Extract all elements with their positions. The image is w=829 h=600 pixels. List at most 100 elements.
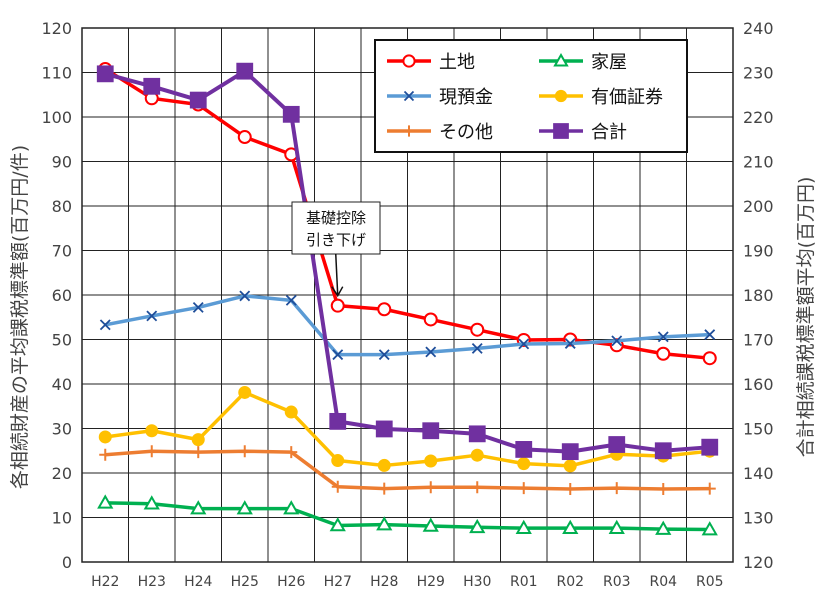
series-line xyxy=(105,501,710,532)
data-point xyxy=(424,481,437,494)
data-point xyxy=(424,454,438,468)
annotation-box xyxy=(291,201,381,255)
legend-marker xyxy=(403,125,415,137)
data-point xyxy=(145,424,159,438)
y-right-tick-label: 180 xyxy=(743,286,774,305)
x-tick-label: R02 xyxy=(556,574,584,590)
x-tick-label: H26 xyxy=(277,574,305,590)
data-point xyxy=(330,298,345,313)
series-有価証券 xyxy=(98,385,717,473)
data-point xyxy=(331,454,345,468)
data-point xyxy=(143,495,160,510)
y-right-tick-label: 120 xyxy=(743,553,774,572)
data-point xyxy=(471,342,483,354)
data-point xyxy=(99,448,112,461)
x-tick-label: H25 xyxy=(231,574,259,590)
x-tick-label: H22 xyxy=(91,574,119,590)
data-point xyxy=(285,294,297,306)
data-point xyxy=(192,446,205,459)
data-point xyxy=(655,520,672,535)
data-point xyxy=(375,420,393,438)
annotation-arrow-line xyxy=(335,253,339,296)
legend-label: その他 xyxy=(439,122,493,143)
data-point xyxy=(145,445,158,458)
data-point xyxy=(329,412,347,430)
data-point xyxy=(377,458,391,472)
x-tick-label: R03 xyxy=(603,574,631,590)
y-axis-right: 120 130 140 150 160 170 180 190 200 210 220 230 240 xyxy=(743,19,774,572)
data-point xyxy=(236,62,254,80)
x-axis: H22 H23 H24 H25 H26 H27 H28 H29 H30 R01 R02 R03 R04 R… xyxy=(91,574,723,590)
x-tick-label: H29 xyxy=(417,574,445,590)
legend-marker xyxy=(553,123,569,139)
data-point xyxy=(515,441,533,458)
y-right-tick-label: 220 xyxy=(743,108,774,127)
data-point xyxy=(189,91,207,109)
data-point xyxy=(96,65,114,83)
data-point xyxy=(471,481,484,494)
data-point xyxy=(423,312,438,327)
y-left-tick-label: 90 xyxy=(52,153,72,172)
data-point xyxy=(608,519,625,534)
legend-label: 有価証券 xyxy=(591,87,663,108)
data-point xyxy=(608,436,626,453)
y-left-tick-label: 100 xyxy=(41,108,72,127)
data-point xyxy=(376,516,393,531)
annotation-text: 引き下げ xyxy=(306,231,366,249)
data-point xyxy=(562,519,579,534)
x-tick-label: H28 xyxy=(370,574,398,590)
y-right-tick-label: 170 xyxy=(743,331,774,350)
data-point xyxy=(517,482,530,495)
data-point xyxy=(191,433,205,447)
y-left-tick-label: 10 xyxy=(52,509,72,528)
series-line xyxy=(104,294,710,357)
data-point xyxy=(422,517,439,532)
series-合計 xyxy=(96,62,719,461)
series-line xyxy=(105,449,710,491)
data-point xyxy=(285,446,298,459)
y-right-tick-label: 150 xyxy=(743,420,774,439)
data-point xyxy=(283,500,300,515)
y-left-tick-label: 120 xyxy=(41,19,72,38)
y-axis-left: 0 10 20 30 40 50 60 70 80 90 100 110 120 xyxy=(41,19,72,572)
data-point xyxy=(236,500,253,515)
data-point xyxy=(561,443,579,461)
y-axis-left-title: 各相続財産の平均課税標準額(百万円/件) xyxy=(9,145,31,489)
legend-label: 土地 xyxy=(439,52,475,73)
data-point xyxy=(701,521,718,536)
y-right-tick-label: 140 xyxy=(743,464,774,483)
legend-item-合計: 合計 xyxy=(539,122,627,143)
annotation-text: 基礎控除 xyxy=(306,209,366,227)
y-right-tick-label: 190 xyxy=(743,242,774,261)
data-point xyxy=(656,346,671,361)
y-right-tick-label: 160 xyxy=(743,375,774,394)
series-line xyxy=(104,67,710,360)
data-point xyxy=(238,385,252,399)
data-point xyxy=(143,77,161,95)
data-point xyxy=(518,338,530,350)
x-tick-label: H23 xyxy=(138,574,166,590)
data-point xyxy=(146,310,158,322)
data-point xyxy=(192,302,204,313)
data-point xyxy=(701,438,719,456)
data-point xyxy=(564,483,577,496)
legend-item-有価証券: 有価証券 xyxy=(539,87,663,108)
data-point xyxy=(237,130,252,145)
data-point xyxy=(425,346,437,358)
y-right-tick-label: 200 xyxy=(743,197,774,216)
x-tick-label: R04 xyxy=(649,574,677,590)
legend-label: 合計 xyxy=(591,122,627,143)
y-left-tick-label: 20 xyxy=(52,464,72,483)
data-point xyxy=(610,482,623,495)
y-axis-right-title: 合計相続課税標準額平均(百万円) xyxy=(795,177,817,458)
legend-label: 現預金 xyxy=(439,87,493,108)
data-point xyxy=(190,500,207,515)
legend-marker xyxy=(403,90,415,102)
data-point xyxy=(469,518,486,534)
legend-item-現預金: 現預金 xyxy=(387,87,493,108)
legend-label: 家屋 xyxy=(591,52,627,73)
y-right-tick-label: 130 xyxy=(743,509,774,528)
